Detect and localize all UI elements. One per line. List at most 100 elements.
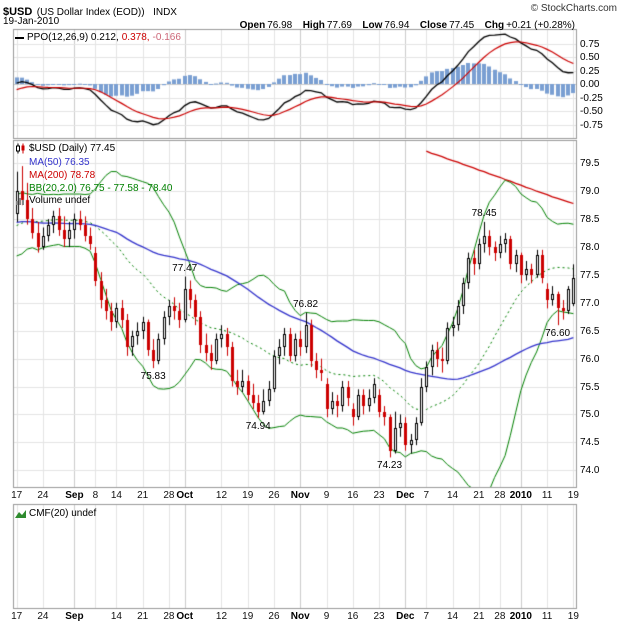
price-y-axis-label: 75.0: [580, 409, 600, 421]
price-y-axis-label: 79.0: [580, 186, 600, 198]
ppo-y-axis-label: 0.25: [580, 65, 600, 77]
price-legend: $USD (Daily) 77.45: [15, 143, 115, 154]
price-y-axis-label: 74.5: [580, 437, 600, 449]
x-axis-label: 19: [242, 490, 254, 501]
close-value: 77.45: [449, 20, 475, 31]
price-annotation: 76.82: [292, 298, 319, 310]
ppo-y-axis-label: -0.75: [580, 119, 603, 131]
x-axis-label-bottom: 14: [447, 611, 459, 622]
volume-legend: Volume undef: [15, 195, 90, 206]
price-annotation: 74.23: [377, 460, 403, 472]
x-axis-label: 11: [541, 490, 553, 501]
x-axis-label-bottom: 28: [163, 611, 175, 622]
x-axis-label-bottom: 12: [215, 611, 228, 622]
x-axis-label-bottom: Dec: [396, 611, 415, 622]
price-y-axis-label: 77.0: [580, 297, 600, 309]
price-y-axis-label: 79.5: [580, 158, 600, 170]
x-axis-label: 7: [423, 490, 430, 501]
price-annotation: 75.83: [140, 371, 166, 383]
ppo-hist-value: -0.166: [152, 32, 181, 43]
x-axis-label: 19: [567, 490, 579, 501]
price-y-axis-label: 76.5: [580, 325, 600, 337]
candlestick-icon: [16, 143, 25, 154]
x-axis-label-bottom: 24: [37, 611, 49, 622]
ppo-line-icon: [15, 36, 24, 39]
price-y-axis-label: 74.0: [580, 465, 600, 477]
x-axis-label: 26: [268, 490, 280, 501]
cmf-legend-text: CMF(20) undef: [29, 508, 97, 519]
low-value: 76.94: [384, 20, 410, 31]
ppo-y-axis-label: 0.50: [580, 52, 600, 63]
ppo-y-axis-label: -0.25: [580, 92, 603, 104]
high-value: 77.69: [326, 20, 352, 31]
x-axis-label-bottom: Oct: [176, 611, 194, 622]
x-axis-label: 8: [92, 490, 99, 501]
x-axis-label-bottom: 19: [242, 611, 254, 622]
x-axis-label: 24: [37, 490, 49, 501]
x-axis-label: 12: [215, 490, 228, 501]
bb-legend: BB(20,2.0) 76.75 - 77.58 - 78.40: [29, 183, 173, 194]
x-axis-label: 21: [137, 490, 149, 501]
price-y-axis-label: 78.0: [580, 242, 600, 254]
x-axis-label: 2010: [509, 490, 532, 501]
price-annotation: 77.47: [172, 262, 198, 274]
ppo-legend: PPO(12,26,9) 0.212, 0.378, -0.166: [15, 32, 181, 43]
volume-bars-icon: [16, 198, 24, 205]
symbol-description: (US Dollar Index (EOD)): [36, 7, 145, 18]
x-axis-label-bottom: Nov: [290, 611, 310, 622]
x-axis-label-bottom: 11: [541, 611, 553, 622]
cmf-legend: CMF(20) undef: [15, 508, 96, 519]
x-axis-label-bottom: 2010: [509, 611, 532, 622]
ppo-y-axis-label: -0.50: [580, 106, 603, 117]
x-axis-label: 23: [373, 490, 385, 501]
ppo-y-axis-label: 0.00: [580, 79, 600, 90]
ma200-legend: MA(200) 78.78: [29, 170, 96, 181]
price-legend-text: $USD (Daily) 77.45: [29, 143, 116, 154]
x-axis-label-bottom: 14: [110, 611, 122, 622]
x-axis-label-bottom: 16: [347, 611, 359, 622]
x-axis-label-bottom: 9: [323, 611, 330, 622]
x-axis-label: 14: [110, 490, 122, 501]
copyright: © StockCharts.com: [530, 3, 617, 14]
price-annotation: 76.60: [545, 328, 571, 340]
price-annotation: 74.94: [245, 420, 271, 432]
x-axis-label-bottom: Sep: [65, 611, 84, 622]
x-axis-label-bottom: 28: [494, 611, 506, 622]
x-axis-label-bottom: 21: [137, 611, 149, 622]
symbol: $USD: [3, 6, 33, 18]
x-axis-label: 28: [494, 490, 506, 501]
x-axis-label: Sep: [65, 490, 84, 501]
chg-label: Chg: [484, 20, 505, 31]
x-axis-label: Dec: [396, 490, 415, 501]
x-axis-label-bottom: 23: [373, 611, 385, 622]
volume-legend-text: Volume undef: [29, 195, 91, 206]
open-value: 76.98: [267, 20, 293, 31]
price-y-axis-label: 77.5: [580, 269, 600, 281]
open-label: Open: [239, 20, 266, 31]
close-label: Close: [419, 20, 448, 31]
chg-value: +0.21 (+0.28%): [506, 20, 575, 31]
x-axis-label: 14: [447, 490, 459, 501]
x-axis-label: 16: [347, 490, 359, 501]
x-axis-label: 28: [163, 490, 175, 501]
chart-header: $USD (US Dollar Index (EOD)) INDX: [3, 2, 177, 20]
chart-date: 19-Jan-2010: [3, 16, 60, 27]
low-label: Low: [362, 20, 383, 31]
x-axis-label: Oct: [176, 490, 194, 501]
cmf-area-icon: [15, 510, 26, 518]
price-y-axis-label: 75.5: [580, 381, 600, 393]
ma50-legend: MA(50) 76.35: [29, 157, 90, 168]
price-annotation: 78.45: [471, 207, 497, 219]
x-axis-label: Nov: [290, 490, 310, 501]
x-axis-label-bottom: 26: [268, 611, 280, 622]
x-axis-label-bottom: 7: [423, 611, 430, 622]
ppo-signal-value: 0.378,: [121, 32, 150, 43]
ppo-legend-text: PPO(12,26,9) 0.212,: [27, 32, 119, 43]
ohlc-quote: Open 76.98 High 77.69 Low 76.94 Close 77.45 …: [240, 15, 575, 33]
x-axis-label-bottom: 19: [567, 611, 579, 622]
price-y-axis-label: 76.0: [580, 353, 600, 365]
x-axis-label: 9: [323, 490, 330, 501]
x-axis-label-bottom: 17: [11, 611, 23, 622]
